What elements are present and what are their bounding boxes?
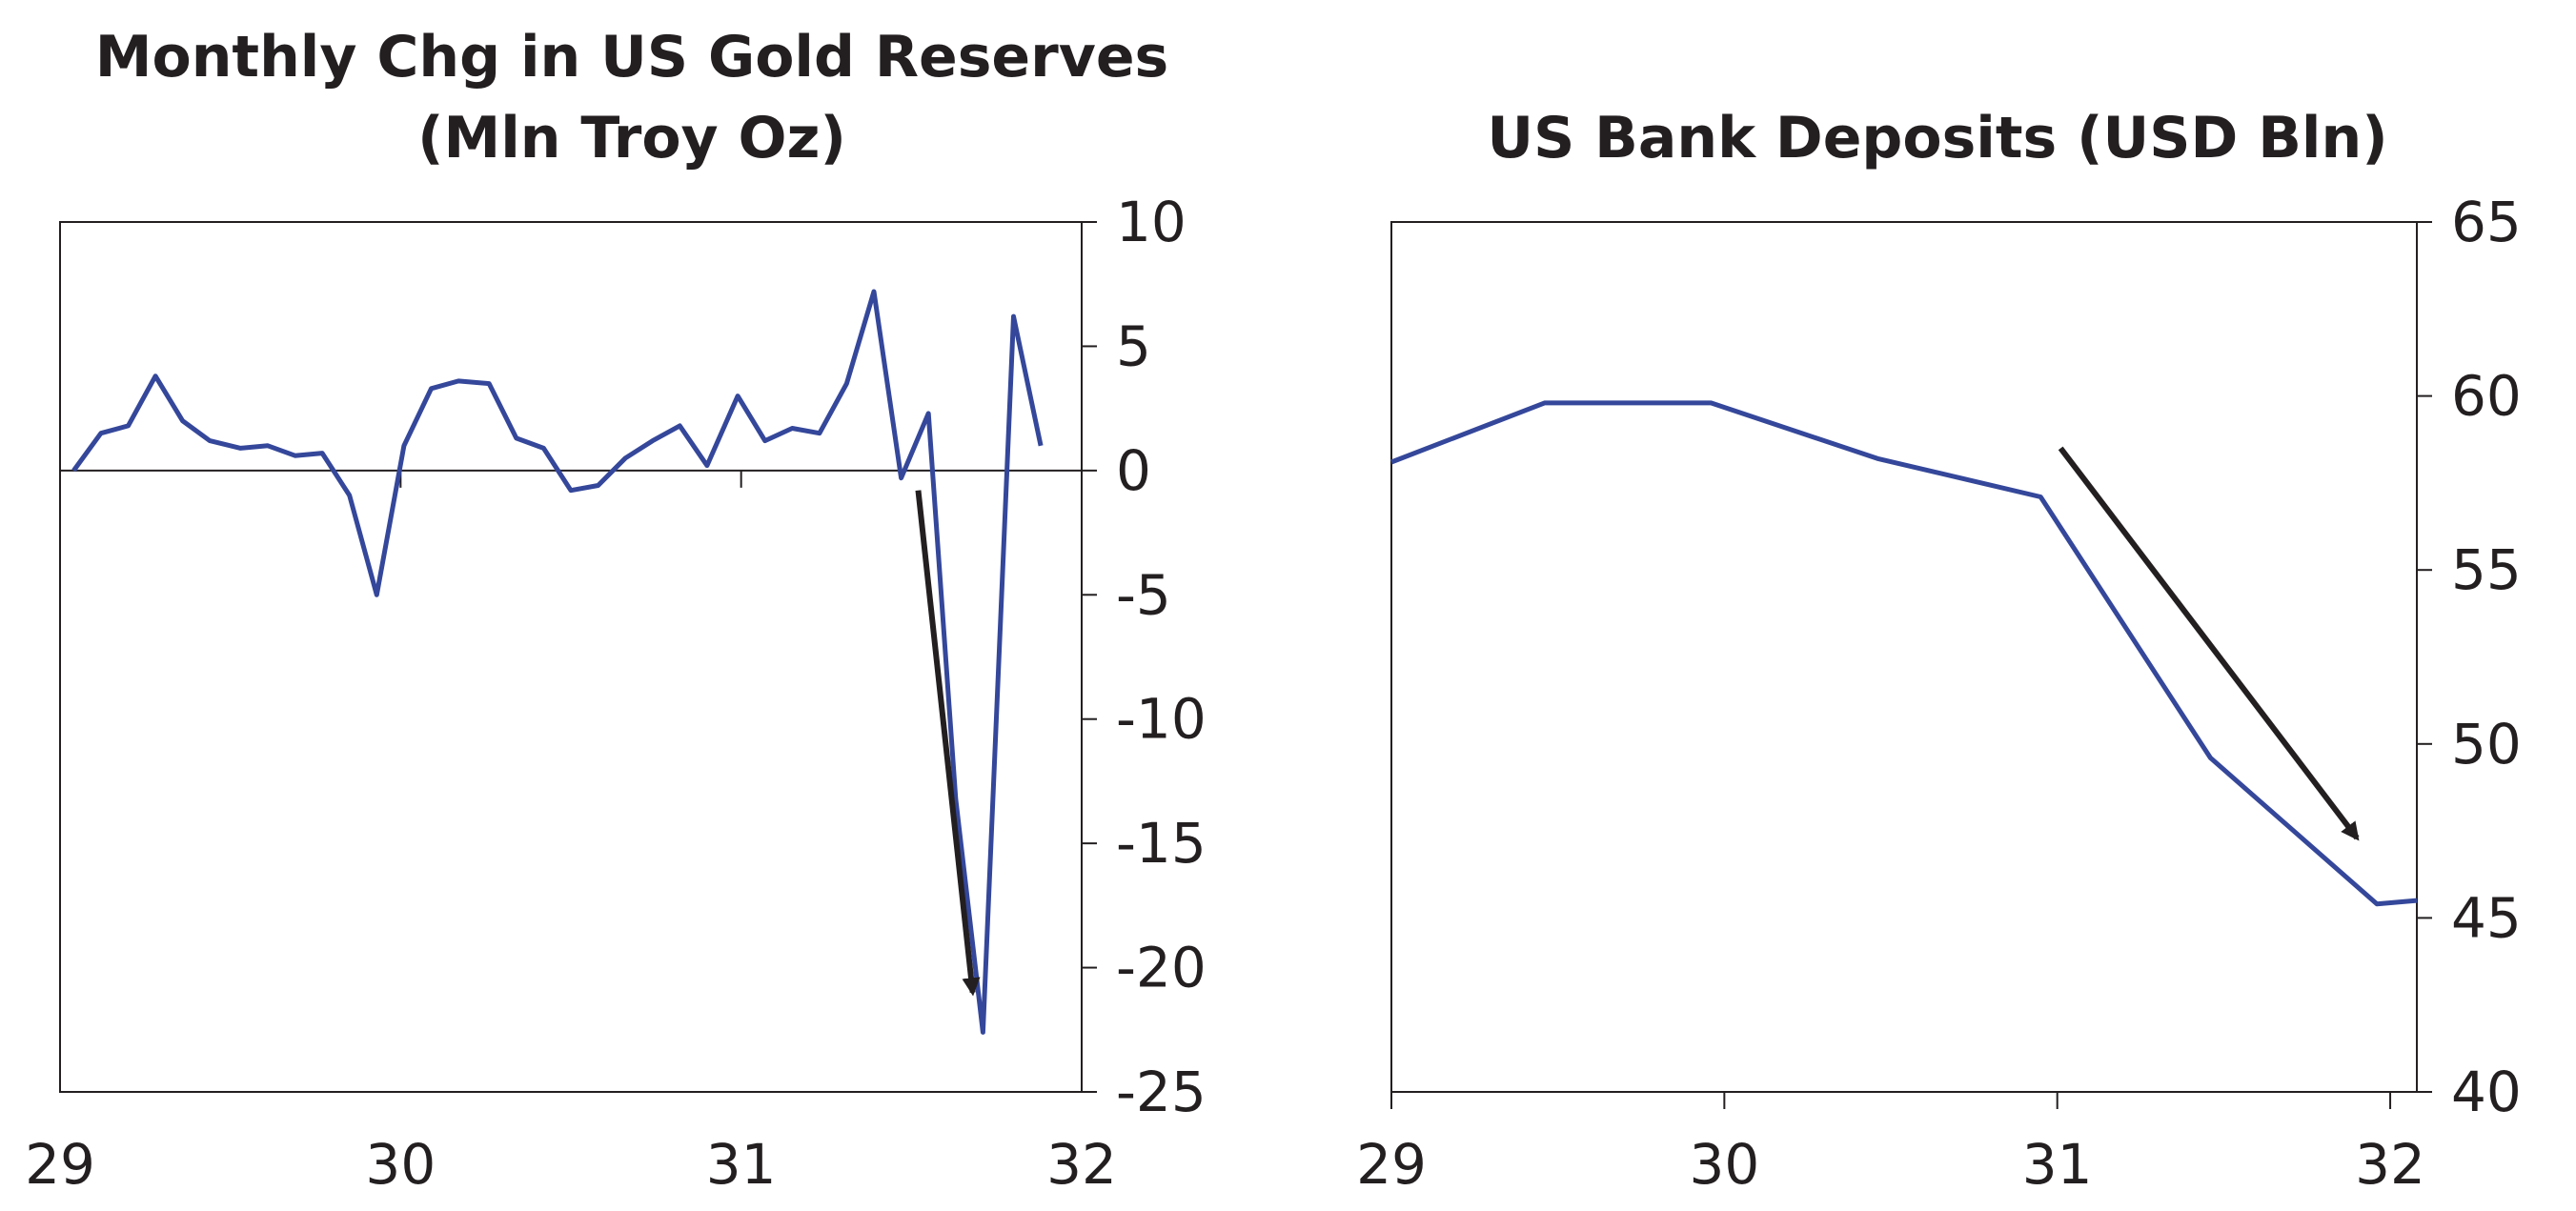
bank-deposits-series-line bbox=[1390, 400, 2418, 907]
deposits-y-axis: 65 60 55 50 45 40 bbox=[2417, 190, 2522, 1124]
gold-chart-title: Monthly Chg in US Gold Reserves bbox=[95, 24, 1168, 91]
right-x-tick-label: 31 bbox=[2022, 1132, 2093, 1197]
left-y-tick-label: 0 bbox=[1116, 438, 1151, 503]
gold-decline-arrow bbox=[915, 490, 981, 997]
left-x-tick-label: 32 bbox=[1046, 1132, 1117, 1197]
gold-reserves-series-line bbox=[71, 289, 1044, 1035]
deposits-x-axis: 29 30 31 32 bbox=[1356, 1092, 2425, 1197]
left-x-tick-label: 30 bbox=[365, 1132, 436, 1197]
left-y-tick-label: -5 bbox=[1116, 562, 1171, 627]
gold-chart-subtitle: (Mln Troy Oz) bbox=[417, 105, 846, 172]
left-y-tick-label: -10 bbox=[1116, 687, 1207, 752]
deposits-plot-frame bbox=[1390, 221, 2418, 1093]
bank-deposits-chart: US Bank Deposits (USD Bln) 656055504540 … bbox=[1356, 105, 2522, 1197]
left-y-tick-label: -15 bbox=[1116, 811, 1207, 876]
deposits-chart-title: US Bank Deposits (USD Bln) bbox=[1487, 105, 2387, 172]
left-y-tick-label: 5 bbox=[1116, 313, 1151, 378]
deposits-decline-arrow bbox=[2058, 446, 2360, 841]
left-y-tick-label: 10 bbox=[1116, 190, 1187, 254]
right-y-tick-label: 40 bbox=[2451, 1060, 2522, 1124]
left-x-tick-label: 31 bbox=[706, 1132, 777, 1197]
right-y-tick-label: 60 bbox=[2451, 364, 2522, 429]
right-x-tick-label: 32 bbox=[2355, 1132, 2425, 1197]
right-y-tick-label: 55 bbox=[2451, 537, 2522, 602]
right-y-tick-label: 65 bbox=[2451, 190, 2522, 254]
gold-plot-frame bbox=[59, 221, 1083, 1093]
right-y-tick-label: 45 bbox=[2451, 885, 2522, 950]
left-y-tick-label: -20 bbox=[1116, 936, 1207, 1000]
gold-y-axis: 10 5 0 -5 -10 -15 -20 -25 bbox=[1082, 190, 1207, 1124]
gold-reserves-chart: Monthly Chg in US Gold Reserves (Mln Tro… bbox=[25, 24, 1207, 1197]
gold-x-axis: 29 30 31 32 bbox=[25, 470, 1117, 1197]
right-x-tick-label: 30 bbox=[1689, 1132, 1759, 1197]
right-y-tick-label: 50 bbox=[2451, 712, 2522, 777]
left-y-tick-label: -25 bbox=[1116, 1060, 1207, 1124]
right-x-tick-label: 29 bbox=[1356, 1132, 1427, 1197]
left-x-tick-label: 29 bbox=[25, 1132, 95, 1197]
